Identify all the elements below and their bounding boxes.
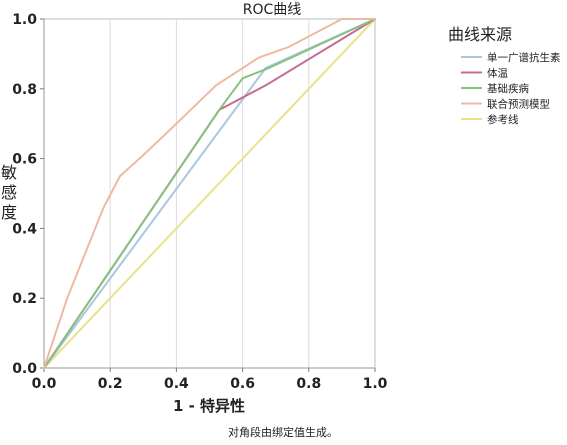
x-tick-label: 0.6 [230, 376, 255, 392]
y-tick-label: 0.2 [12, 291, 37, 307]
y-tick-label: 0.8 [12, 82, 37, 98]
legend-label-1: 体温 [487, 68, 508, 80]
legend-label-2: 基础疾病 [487, 82, 529, 95]
x-tick-label: 1.0 [363, 376, 388, 392]
x-tick-label: 0.8 [296, 376, 321, 392]
y-axis-label: 敏感度 [1, 163, 17, 222]
series-line-3 [43, 18, 376, 369]
y-tick-label: 0.4 [12, 221, 37, 237]
chart-footnote: 对角段由绑定值生成。 [228, 425, 338, 439]
x-tick-label: 0.0 [32, 376, 57, 392]
series-line-4 [43, 18, 376, 369]
y-tick-label: 0.6 [12, 152, 37, 168]
chart-title: ROC曲线 [243, 2, 302, 18]
legend-label-0: 单一广谱抗生素 [487, 51, 561, 64]
series-line-2 [43, 18, 376, 369]
x-tick-label: 0.2 [98, 376, 123, 392]
y-tick-label: 1.0 [12, 12, 37, 28]
legend-title: 曲线来源 [448, 25, 512, 44]
x-axis-label: 1 - 特异性 [173, 397, 245, 415]
x-tick-label: 0.4 [164, 376, 189, 392]
legend-label-4: 参考线 [487, 113, 519, 126]
legend-label-3: 联合预测模型 [487, 98, 550, 111]
y-tick-label: 0.0 [12, 361, 37, 377]
